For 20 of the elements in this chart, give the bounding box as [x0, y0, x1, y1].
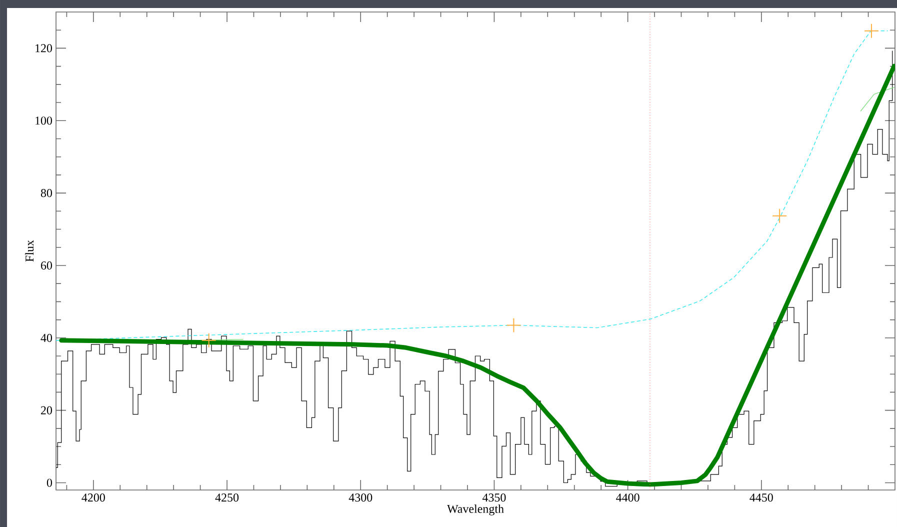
x-tick-label: 4350 [482, 494, 506, 502]
point [201, 332, 216, 348]
x-tick-label: 4300 [348, 494, 372, 502]
y-tick-label: 40 [40, 334, 52, 342]
y-tick-label: 20 [41, 406, 52, 414]
y-tick-label: 60 [40, 261, 52, 270]
line-series [56, 30, 888, 341]
x-axis-title: Wavelength [447, 504, 504, 516]
y-tick-label: 100 [36, 116, 52, 125]
y-axis-title: Flux [25, 240, 34, 262]
x-tick-label: 4400 [616, 494, 640, 502]
y-tick-label: 0 [46, 478, 52, 487]
point [506, 318, 522, 333]
y-tick-label: 80 [40, 189, 52, 198]
point [864, 23, 879, 38]
point [772, 208, 788, 224]
x-tick-label: 4450 [750, 494, 773, 502]
x-tick-label: 4200 [82, 494, 105, 502]
y-tick-label: 120 [36, 44, 52, 52]
x-tick-label: 4250 [215, 494, 239, 502]
